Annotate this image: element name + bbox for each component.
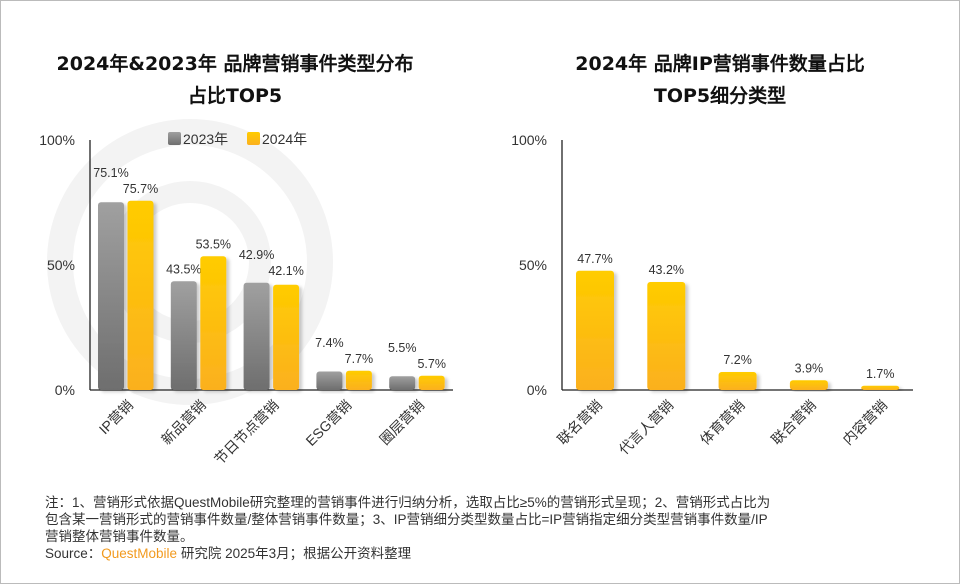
right-x-tick-label: 体育营销 <box>697 397 748 448</box>
left-bar-2024年 <box>273 284 300 390</box>
right-y-tick-label: 0% <box>527 382 547 398</box>
note-line-1: 注：1、营销形式依据QuestMobile研究整理的营销事件进行归纳分析，选取占… <box>45 495 771 510</box>
left-bar-2023年 <box>243 282 270 390</box>
left-bar-2024年 <box>127 200 154 390</box>
left-bar-2024年 <box>345 370 372 390</box>
left-x-tick-label: IP营销 <box>96 397 136 437</box>
left-data-label: 75.7% <box>123 182 158 196</box>
source-text: 研究院 2025年3月；根据公开资料整理 <box>177 546 412 561</box>
right-y-tick-label: 50% <box>519 257 547 273</box>
right-x-tick-label: 代言人营销 <box>616 397 677 458</box>
note-line-3: 营销整体营销事件数量。 <box>45 529 194 544</box>
legend-swatch-2023年 <box>168 132 181 145</box>
left-y-tick-label: 0% <box>55 382 75 398</box>
right-data-label: 1.7% <box>866 367 895 381</box>
right-x-tick-label: 联合营销 <box>768 397 819 448</box>
legend-label: 2023年 <box>183 131 228 147</box>
left-data-label: 7.7% <box>345 352 374 366</box>
left-data-label: 5.5% <box>388 341 417 355</box>
right-x-tick-label: 联名营销 <box>554 397 605 448</box>
left-bar-2023年 <box>98 202 124 390</box>
right-bar <box>718 372 757 390</box>
source-brand: QuestMobile <box>101 546 178 561</box>
left-data-label: 53.5% <box>196 237 231 251</box>
right-data-label: 47.7% <box>577 252 612 266</box>
left-bar-2024年 <box>418 375 445 390</box>
left-data-label: 75.1% <box>93 166 128 180</box>
left-bar-2023年 <box>389 376 416 390</box>
left-bar-2023年 <box>170 281 197 390</box>
left-data-label: 7.4% <box>315 336 344 350</box>
left-title-line1: 2024年&2023年 品牌营销事件类型分布 <box>56 53 414 75</box>
left-y-tick-label: 100% <box>39 132 75 148</box>
left-data-label: 42.1% <box>268 264 303 278</box>
left-bar-2023年 <box>316 371 343 390</box>
right-bar <box>647 282 686 390</box>
right-data-label: 43.2% <box>649 263 684 277</box>
left-x-tick-label: 圈层营销 <box>376 397 427 448</box>
left-x-tick-label: ESG营销 <box>302 397 354 449</box>
left-title-line2: 占比TOP5 <box>187 85 283 107</box>
right-x-tick-label: 内容营销 <box>839 397 890 448</box>
right-bar <box>576 270 614 390</box>
legend-label: 2024年 <box>262 131 307 147</box>
source-prefix: Source： <box>45 546 102 561</box>
note-line-2: 包含某一营销形式的营销事件数量/整体营销事件数量；3、IP营销细分类型数量占比=… <box>45 512 768 527</box>
legend-swatch-2024年 <box>247 132 260 145</box>
right-title-line2: TOP5细分类型 <box>653 85 787 107</box>
watermark-logo-icon <box>47 119 333 405</box>
right-data-label: 3.9% <box>795 361 824 375</box>
left-bar-2024年 <box>200 256 227 390</box>
left-data-label: 5.7% <box>417 357 446 371</box>
right-bar <box>861 385 900 390</box>
source-line: Source：QuestMobile 研究院 2025年3月；根据公开资料整理 <box>45 545 945 562</box>
left-y-tick-label: 50% <box>47 257 75 273</box>
left-x-tick-label: 节日节点营销 <box>211 397 282 468</box>
right-title-line1: 2024年 品牌IP营销事件数量占比 <box>575 53 865 75</box>
right-chart-title: 2024年 品牌IP营销事件数量占比 TOP5细分类型 <box>500 48 940 112</box>
left-data-label: 43.5% <box>166 262 201 276</box>
right-data-label: 7.2% <box>723 353 752 367</box>
right-y-tick-label: 100% <box>511 132 547 148</box>
left-data-label: 42.9% <box>239 248 274 262</box>
right-bar <box>789 380 828 390</box>
footnotes: 注：1、营销形式依据QuestMobile研究整理的营销事件进行归纳分析，选取占… <box>45 494 945 562</box>
left-chart-title: 2024年&2023年 品牌营销事件类型分布 占比TOP5 <box>20 48 450 112</box>
